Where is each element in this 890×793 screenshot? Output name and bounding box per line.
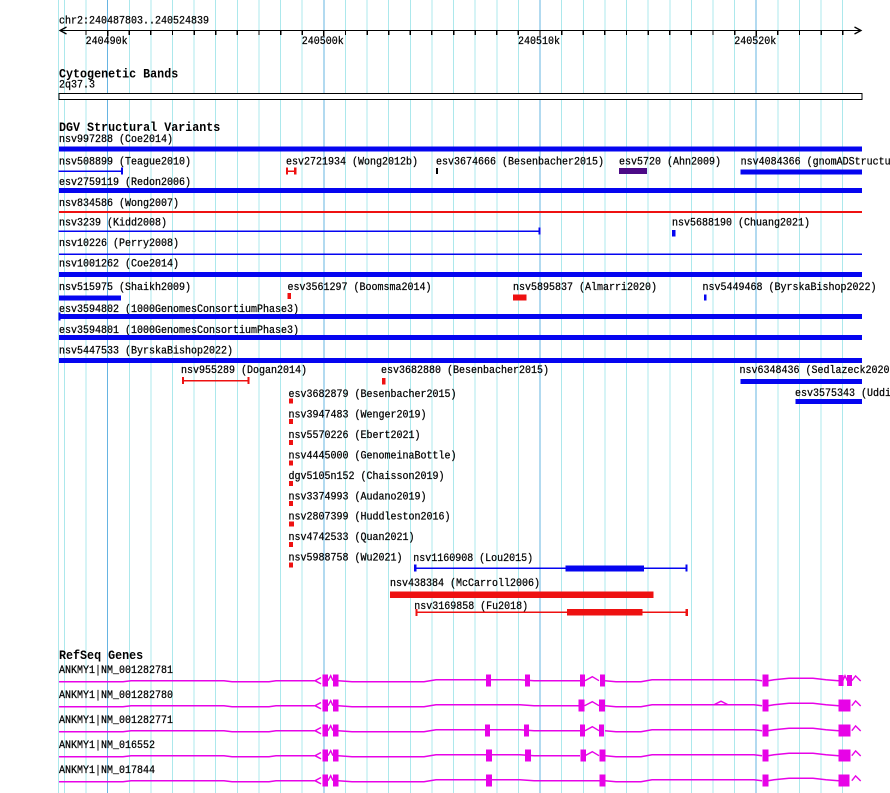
svg-text:nsv4445000 (GenomeinaBottle): nsv4445000 (GenomeinaBottle) <box>289 450 457 463</box>
svg-text:240510k: 240510k <box>518 35 560 48</box>
svg-text:esv3682879 (Besenbacher2015): esv3682879 (Besenbacher2015) <box>289 388 457 401</box>
svg-text:ANKMY1|NM_001282771: ANKMY1|NM_001282771 <box>59 714 173 727</box>
svg-text:nsv4084366 (gnomADStructu: nsv4084366 (gnomADStructu <box>741 156 890 169</box>
svg-text:esv3682880 (Besenbacher2015): esv3682880 (Besenbacher2015) <box>381 364 549 377</box>
svg-text:nsv3169858 (Fu2018): nsv3169858 (Fu2018) <box>414 600 528 613</box>
svg-text:nsv997288 (Coe2014): nsv997288 (Coe2014) <box>59 133 173 146</box>
svg-text:nsv6348436 (Sedlazeck2020: nsv6348436 (Sedlazeck2020 <box>740 364 890 377</box>
svg-text:nsv10226 (Perry2008): nsv10226 (Perry2008) <box>59 237 179 250</box>
svg-text:nsv2807399 (Huddleston2016): nsv2807399 (Huddleston2016) <box>289 511 451 524</box>
svg-text:chr2:240487803..240524839: chr2:240487803..240524839 <box>59 15 209 28</box>
svg-text:nsv3947483 (Wenger2019): nsv3947483 (Wenger2019) <box>289 409 427 422</box>
svg-text:nsv5449468 (ByrskaBishop2022): nsv5449468 (ByrskaBishop2022) <box>703 281 877 294</box>
svg-text:nsv4742533 (Quan2021): nsv4742533 (Quan2021) <box>289 532 415 545</box>
svg-text:nsv1001262 (Coe2014): nsv1001262 (Coe2014) <box>59 258 179 271</box>
svg-text:240500k: 240500k <box>302 35 344 48</box>
svg-text:RefSeq Genes: RefSeq Genes <box>59 648 143 663</box>
svg-text:nsv1160908 (Lou2015): nsv1160908 (Lou2015) <box>413 552 533 565</box>
svg-text:esv3674666 (Besenbacher2015): esv3674666 (Besenbacher2015) <box>436 156 604 169</box>
svg-text:esv2721934 (Wong2012b): esv2721934 (Wong2012b) <box>286 156 418 169</box>
svg-text:nsv5895837 (Almarri2020): nsv5895837 (Almarri2020) <box>513 281 657 294</box>
svg-text:nsv438384 (McCarroll2006): nsv438384 (McCarroll2006) <box>390 577 540 590</box>
svg-text:ANKMY1|NM_017844: ANKMY1|NM_017844 <box>59 764 155 777</box>
svg-text:esv3594802 (1000GenomesConsort: esv3594802 (1000GenomesConsortiumPhase3) <box>59 303 299 316</box>
svg-text:240520k: 240520k <box>734 35 776 48</box>
svg-text:240490k: 240490k <box>86 35 128 48</box>
svg-text:nsv3374993 (Audano2019): nsv3374993 (Audano2019) <box>289 491 427 504</box>
svg-text:ANKMY1|NM_001282780: ANKMY1|NM_001282780 <box>59 689 173 702</box>
svg-text:esv3575343 (Uddi: esv3575343 (Uddi <box>795 387 890 400</box>
svg-text:nsv3239 (Kidd2008): nsv3239 (Kidd2008) <box>59 217 167 230</box>
svg-text:esv2759119 (Redon2006): esv2759119 (Redon2006) <box>59 176 191 189</box>
svg-text:nsv5447533 (ByrskaBishop2022): nsv5447533 (ByrskaBishop2022) <box>59 345 233 358</box>
svg-text:nsv955289 (Dogan2014): nsv955289 (Dogan2014) <box>181 364 307 377</box>
svg-text:nsv5988758 (Wu2021): nsv5988758 (Wu2021) <box>289 552 403 565</box>
svg-text:nsv5688190 (Chuang2021): nsv5688190 (Chuang2021) <box>672 217 810 230</box>
svg-text:esv3594801 (1000GenomesConsort: esv3594801 (1000GenomesConsortiumPhase3) <box>59 324 299 337</box>
svg-text:dgv5105n152 (Chaisson2019): dgv5105n152 (Chaisson2019) <box>289 470 445 483</box>
svg-text:Cytogenetic Bands: Cytogenetic Bands <box>59 67 178 82</box>
svg-text:ANKMY1|NM_016552: ANKMY1|NM_016552 <box>59 739 155 752</box>
svg-text:ANKMY1|NM_001282781: ANKMY1|NM_001282781 <box>59 664 173 677</box>
svg-text:2q37.3: 2q37.3 <box>59 79 95 92</box>
svg-text:DGV Structural Variants: DGV Structural Variants <box>59 120 220 135</box>
svg-text:esv5720 (Ahn2009): esv5720 (Ahn2009) <box>619 156 721 169</box>
svg-text:nsv5570226 (Ebert2021): nsv5570226 (Ebert2021) <box>289 429 421 442</box>
svg-text:nsv834586 (Wong2007): nsv834586 (Wong2007) <box>59 197 179 210</box>
svg-text:nsv508899 (Teague2010): nsv508899 (Teague2010) <box>59 156 191 169</box>
svg-text:nsv515975 (Shaikh2009): nsv515975 (Shaikh2009) <box>59 281 191 294</box>
svg-text:esv3561297 (Boomsma2014): esv3561297 (Boomsma2014) <box>288 281 432 294</box>
